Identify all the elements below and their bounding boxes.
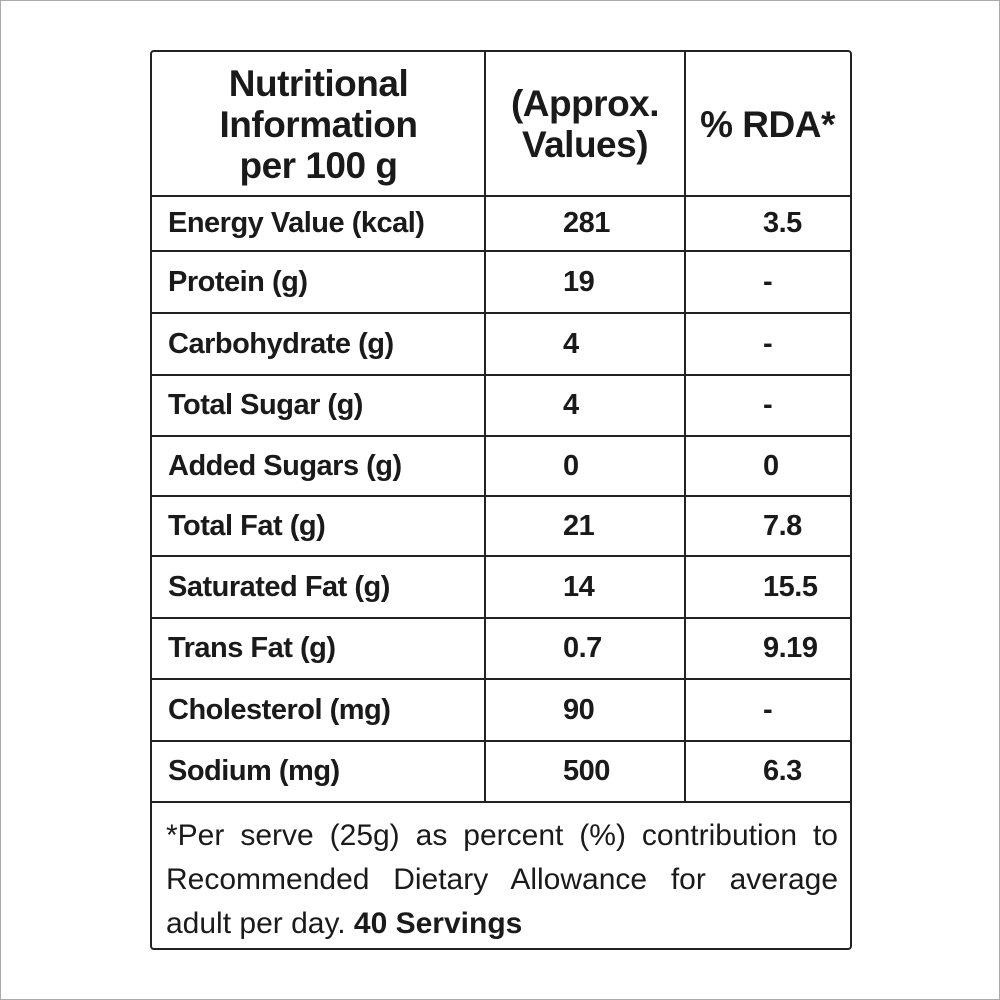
amount: 0.7 <box>563 632 602 664</box>
amount: 0 <box>563 449 579 482</box>
header-line: % RDA* <box>700 103 835 145</box>
header-line: Values) <box>521 124 649 165</box>
header-line: Nutritional <box>228 62 409 104</box>
row-line <box>152 740 850 742</box>
nutrient-name: Protein (g) <box>168 265 308 298</box>
header-line: Information <box>219 103 418 145</box>
rda: 6.3 <box>763 755 802 787</box>
header-line: per 100 g <box>239 144 398 186</box>
amount: 14 <box>563 570 595 603</box>
rda: - <box>763 265 773 298</box>
rda: 3.5 <box>763 207 802 239</box>
rda: - <box>763 389 773 421</box>
footer-note: *Per serve (25g) as percent (%) contribu… <box>166 814 838 946</box>
row-line <box>152 195 850 197</box>
note: *Per serve (25g) as percent (%) contribu… <box>166 819 838 940</box>
header-line: (Approx. <box>510 83 660 124</box>
nutrient-name: Sodium (mg) <box>168 755 340 787</box>
nutrient-name: Carbohydrate (g) <box>168 327 394 360</box>
amount: 4 <box>563 327 579 360</box>
column-line <box>484 52 486 802</box>
row-line <box>152 801 850 803</box>
row-line <box>152 435 850 437</box>
amount: 500 <box>563 755 610 787</box>
amount: 19 <box>563 265 595 298</box>
rda: - <box>763 693 773 726</box>
row-line <box>152 374 850 376</box>
nutrient-name: Saturated Fat (g) <box>168 570 390 603</box>
nutrition-table: *Per serve (25g) as percent (%) contribu… <box>150 50 852 950</box>
rda: 7.8 <box>763 509 802 542</box>
servings: 40 Servings <box>353 907 523 940</box>
row-line <box>152 495 850 497</box>
amount: 21 <box>563 509 595 542</box>
header-cell: (Approx. Values) <box>485 52 685 196</box>
column-line <box>684 52 686 802</box>
rda: 0 <box>763 449 779 482</box>
header-cell: Nutritional Information per 100 g <box>152 52 485 196</box>
nutrient-name: Cholesterol (mg) <box>168 693 391 726</box>
nutrient-name: Energy Value (kcal) <box>168 207 425 239</box>
rda: - <box>763 327 773 360</box>
rda: 15.5 <box>763 570 818 603</box>
nutrient-name: Trans Fat (g) <box>168 632 336 664</box>
header-cell: % RDA* <box>685 52 850 196</box>
row-line <box>152 678 850 680</box>
nutrient-name: Added Sugars (g) <box>168 449 402 482</box>
nutrient-name: Total Fat (g) <box>168 509 326 542</box>
amount: 90 <box>563 693 595 726</box>
amount: 281 <box>563 207 610 239</box>
row-line <box>152 312 850 314</box>
nutrient-name: Total Sugar (g) <box>168 389 363 421</box>
amount: 4 <box>563 389 579 421</box>
row-line <box>152 555 850 557</box>
rda: 9.19 <box>763 632 818 664</box>
row-line <box>152 250 850 252</box>
row-line <box>152 617 850 619</box>
